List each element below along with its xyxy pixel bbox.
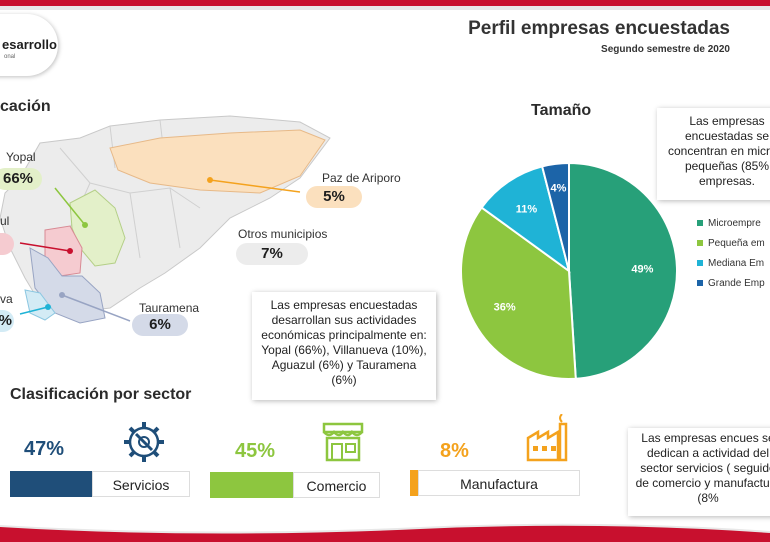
sector-pct-manufactura: 8% [440,440,469,462]
legend-item-mediana: Mediana Em [697,258,764,269]
pill-yopal: 66% [0,168,42,190]
legend-label-pequena: Pequeña em [708,238,765,249]
factory-icon [526,414,568,462]
sector-label-manufactura: Manufactura [418,470,580,496]
top-gray-bar [0,6,770,10]
legend-label-grande: Grande Emp [708,278,765,289]
legend-swatch-mediana [697,260,703,267]
pill-tauramena: 6% [132,314,188,336]
legend-swatch-pequena [697,240,703,247]
store-icon [322,422,364,462]
label-paz-de-ariporo: Paz de Ariporo [322,171,401,185]
page-subtitle: Segundo semestre de 2020 [601,44,730,55]
legend-item-micro: Microempre [697,218,761,229]
bottom-swoosh [0,523,770,542]
casanare-map [0,115,331,324]
pie-slice-mediana [480,165,571,274]
pie-label-mediana: 11% [516,203,538,215]
size-pie-chart: 49% 36% 11% 4% [460,161,678,380]
pie-slice-micro [568,161,678,380]
pie-slice-pequena [460,206,577,380]
sector-label-servicios: Servicios [92,471,190,497]
pill-villanueva: % [0,310,14,332]
legend-item-pequena: Pequeña em [697,238,765,249]
logo-badge [0,14,58,76]
sector-label-comercio: Comercio [293,472,380,498]
top-accent-bar [0,0,770,6]
sector-pct-servicios: 47% [24,438,65,460]
pill-otros-municipios: 7% [236,243,308,265]
map-region-paz-de-ariporo [109,129,326,194]
logo-subtext: onal [4,54,16,60]
pie-slice-grande [540,161,570,272]
page-title: Perfil empresas encuestadas [468,18,730,39]
label-tauramena: Tauramena [139,301,200,315]
sector-title: Clasificación por sector [10,386,192,403]
legend-swatch-micro [697,220,703,227]
location-title: cación [0,98,51,115]
logo-text: esarrollo [2,37,57,52]
size-note: Las empresas encuestadas se concentran e… [657,108,770,200]
label-yopal: Yopal [6,150,36,164]
label-aguazul: ul [0,214,10,228]
pill-aguazul [0,233,14,255]
legend-label-mediana: Mediana Em [708,258,765,269]
location-note: Las empresas encuestadas desarrollan sus… [252,292,436,400]
sector-pct-comercio: 45% [235,440,276,462]
pill-paz-de-ariporo: 5% [306,186,362,208]
pie-label-grande: 4% [550,182,566,194]
legend-label-micro: Microempre [708,218,761,229]
label-otros-municipios: Otros municipios [238,227,328,241]
gear-wrench-icon [124,422,164,462]
pie-label-micro: 49% [631,264,653,276]
map-region-villanueva [24,289,56,321]
sector-note: Las empresas encues se dedican a activid… [628,428,770,516]
size-title: Tamaño [531,102,592,119]
legend-swatch-grande [697,280,703,287]
legend-item-grande: Grande Emp [697,278,765,289]
pie-label-pequena: 36% [494,301,516,313]
label-villanueva: va [0,292,13,306]
